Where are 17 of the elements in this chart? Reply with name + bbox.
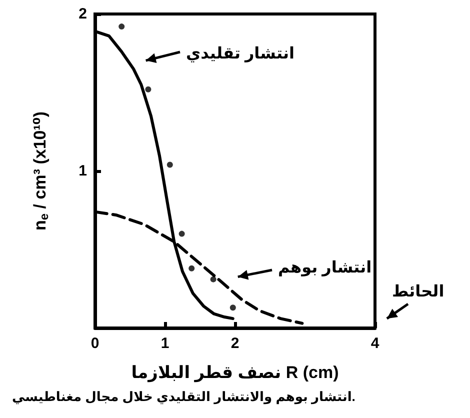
x-tick-label: 2	[230, 335, 240, 352]
annotation: انتشار تقليدي	[186, 46, 294, 62]
x-tick-label: 1	[160, 335, 170, 352]
point	[230, 304, 236, 311]
x-tick-label: 4	[370, 335, 380, 352]
point	[210, 276, 216, 282]
x-axis-title: نصف قطر البلازما R (cm)	[131, 363, 339, 383]
point	[188, 265, 195, 272]
point	[178, 230, 185, 237]
text: انتشار بوهم والانتشار التقليدي خلال مجال مغناطيسي.	[12, 389, 356, 405]
annotation: انتشار بوهم	[278, 260, 372, 276]
x-tick-label: 0	[90, 335, 100, 352]
point	[118, 24, 125, 30]
point	[166, 162, 173, 168]
text: الحائط	[392, 284, 444, 300]
point	[145, 86, 152, 92]
y-axis-title: ne / cm³ (x10¹⁰)	[30, 112, 51, 230]
